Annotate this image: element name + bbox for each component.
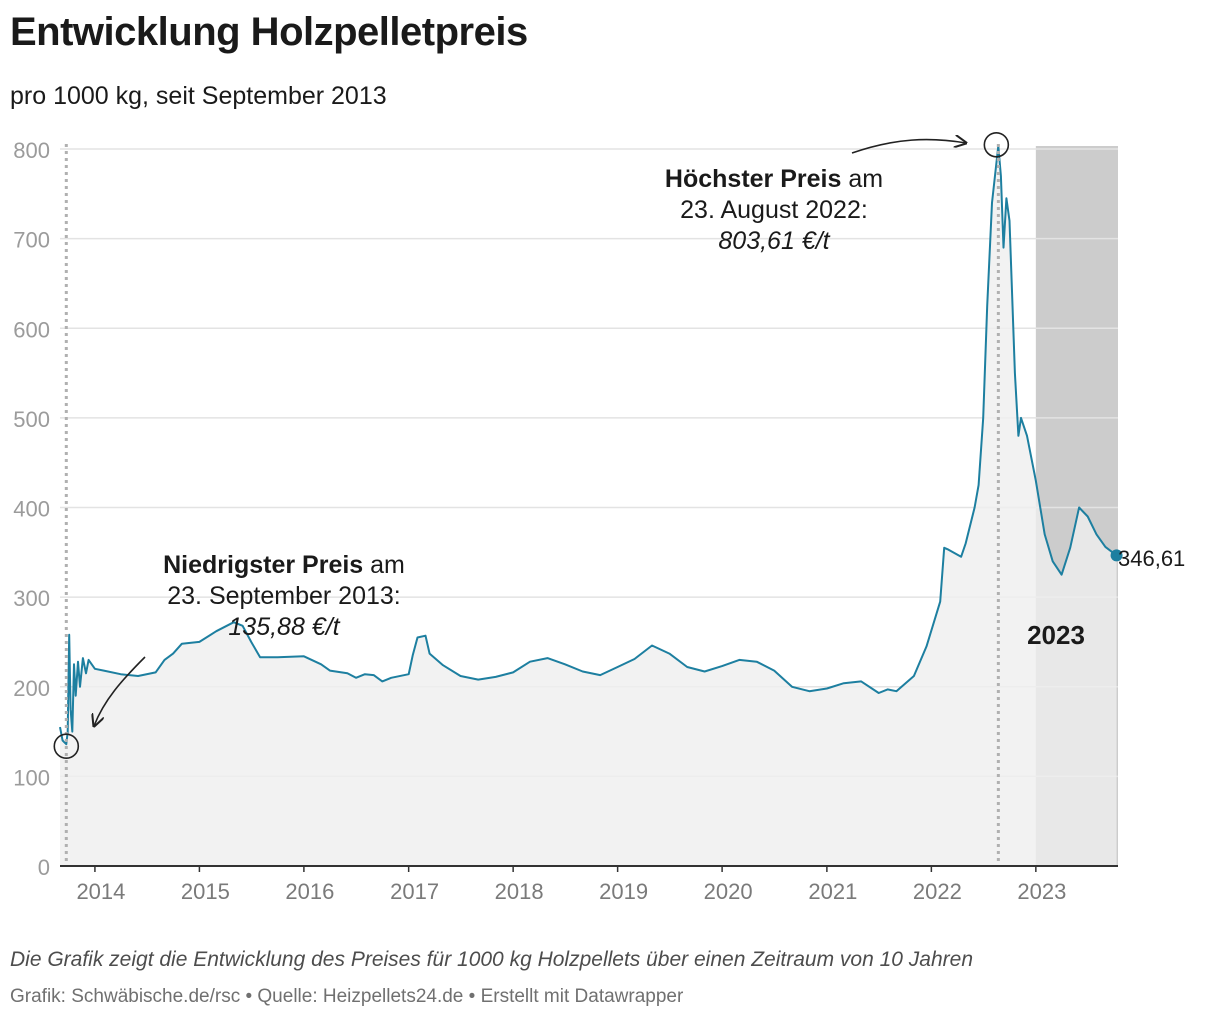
y-tick-label: 700 xyxy=(13,228,50,253)
x-tick-label: 2014 xyxy=(76,879,125,904)
lowest-price-annotation: Niedrigster Preis am 23. September 2013:… xyxy=(134,550,434,643)
highest-price-heading-suffix: am xyxy=(841,165,884,193)
x-tick-label: 2019 xyxy=(599,879,648,904)
lowest-price-marker xyxy=(53,733,80,760)
price-line xyxy=(59,144,1118,746)
x-tick-label: 2018 xyxy=(495,879,544,904)
highest-price-heading: Höchster Preis xyxy=(664,165,842,193)
x-tick-label: 2016 xyxy=(285,879,334,904)
lowest-price-value: 135,88 €/t xyxy=(228,613,340,641)
x-tick-label: 2021 xyxy=(808,879,857,904)
highest-price-date: 23. August 2022: xyxy=(680,196,868,224)
chart-description: Die Grafik zeigt die Entwicklung des Pre… xyxy=(10,948,973,971)
chart-title: Entwicklung Holzpelletpreis xyxy=(10,10,528,54)
highest-price-annotation: Höchster Preis am 23. August 2022: 803,6… xyxy=(624,164,924,257)
highest-price-arrow xyxy=(851,140,966,154)
x-tick-label: 2015 xyxy=(181,879,230,904)
y-tick-label: 200 xyxy=(13,676,50,701)
chart-subtitle: pro 1000 kg, seit September 2013 xyxy=(10,82,387,110)
lowest-price-heading: Niedrigster Preis xyxy=(163,551,364,579)
x-tick-label: 2023 xyxy=(1017,879,1066,904)
y-tick-label: 100 xyxy=(13,765,50,790)
x-tick-label: 2020 xyxy=(704,879,753,904)
last-value-label: 346,61 xyxy=(1118,546,1186,571)
y-tick-label: 800 xyxy=(13,138,50,163)
y-tick-label: 400 xyxy=(13,497,50,522)
lowest-price-date: 23. September 2013: xyxy=(167,582,401,610)
lowest-price-heading-suffix: am xyxy=(363,551,405,579)
y-tick-label: 600 xyxy=(13,317,50,342)
x-tick-label: 2022 xyxy=(913,879,962,904)
highest-price-value: 803,61 €/t xyxy=(718,227,830,255)
y-tick-label: 500 xyxy=(13,407,50,432)
year-2023-band-label: 2023 xyxy=(1027,620,1085,650)
y-tick-label: 300 xyxy=(13,586,50,611)
price-area xyxy=(60,145,1117,867)
y-tick-label: 0 xyxy=(38,855,50,880)
x-tick-label: 2017 xyxy=(390,879,439,904)
last-value-dot xyxy=(1110,549,1123,562)
lowest-price-arrow xyxy=(94,656,146,726)
highest-price-marker xyxy=(983,131,1010,158)
chart-source: Grafik: Schwäbische.de/rsc • Quelle: Hei… xyxy=(10,986,684,1007)
